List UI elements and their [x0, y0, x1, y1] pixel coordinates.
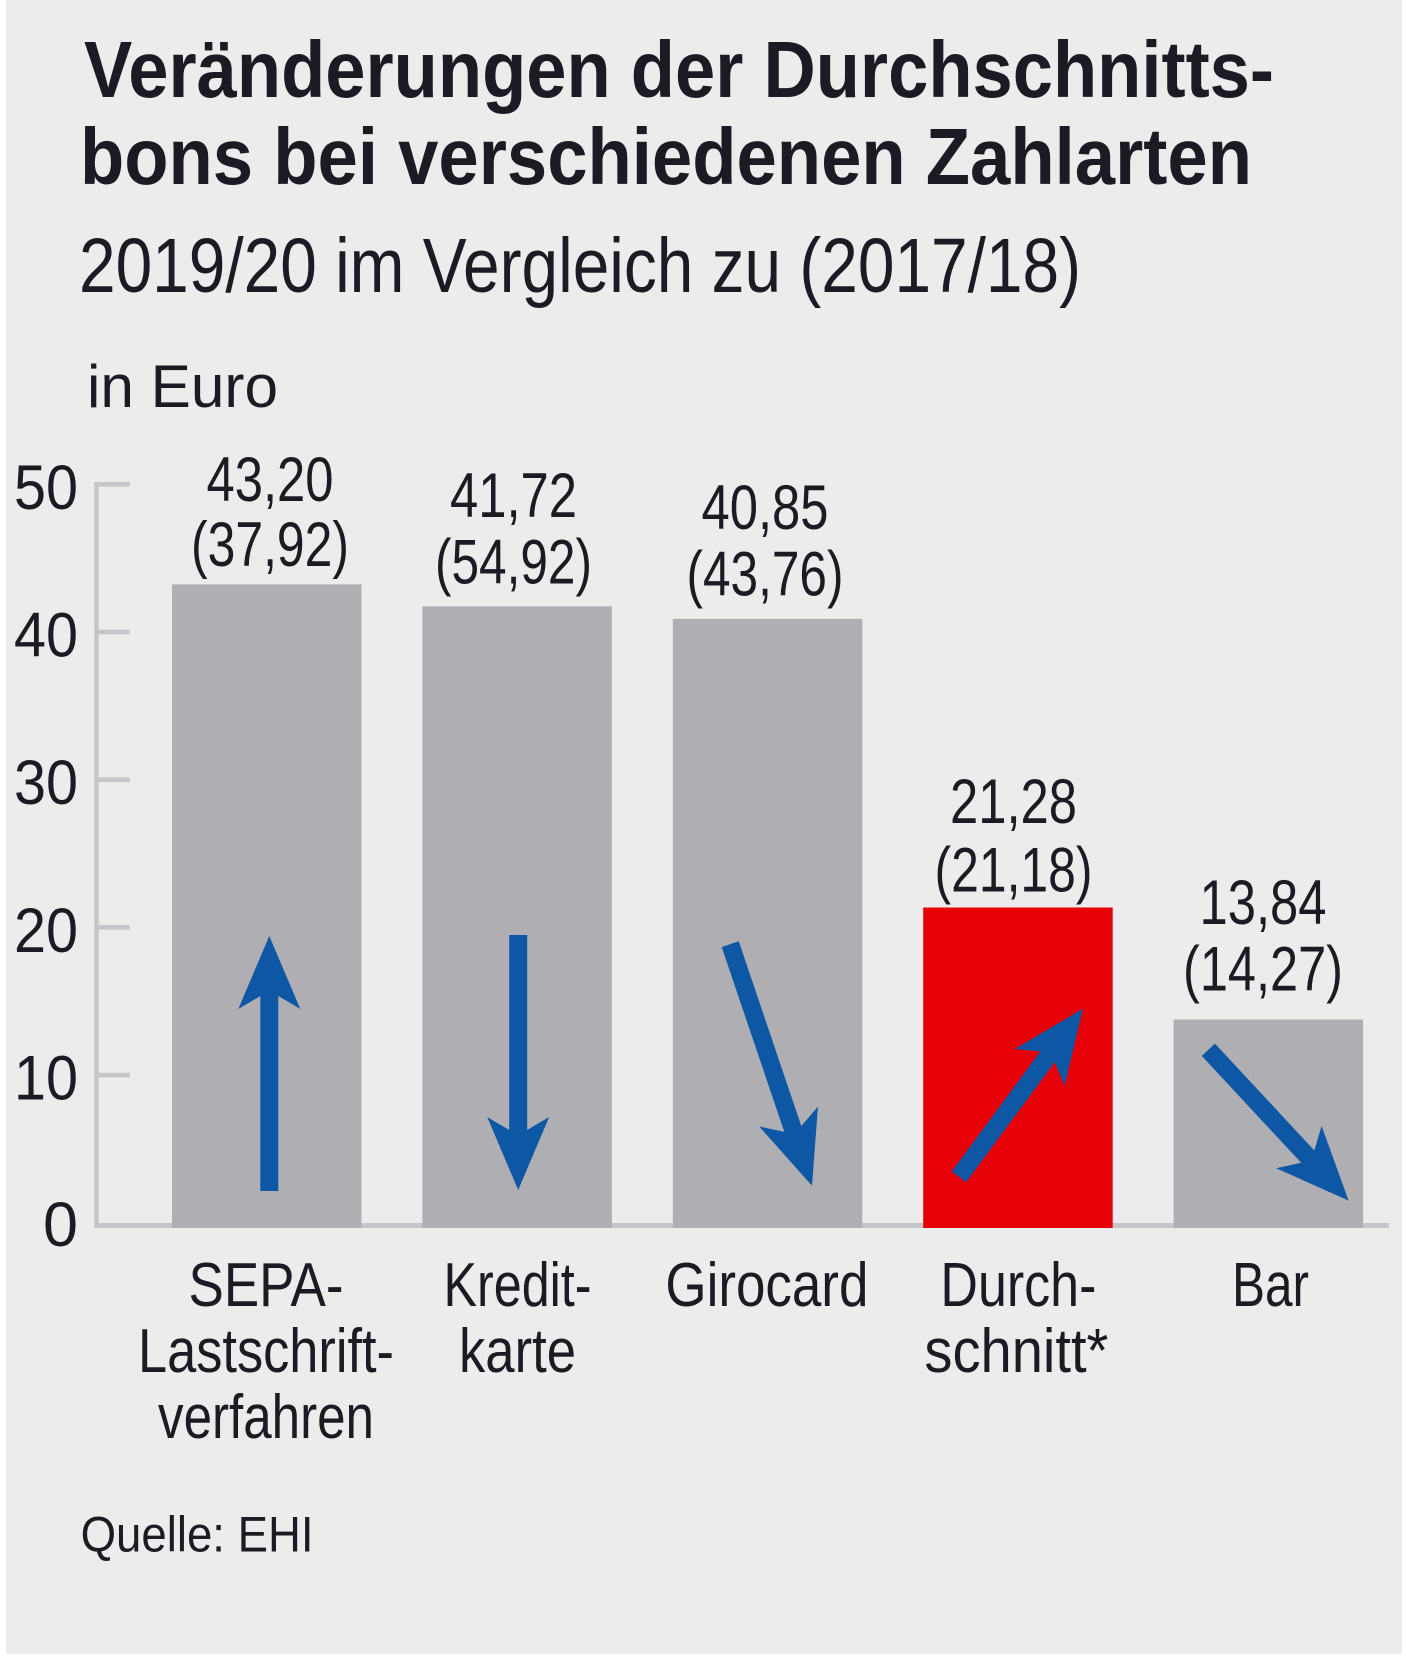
svg-text:(43,76): (43,76) — [687, 540, 844, 610]
svg-text:Kredit-: Kredit- — [444, 1251, 592, 1320]
svg-text:13,84: 13,84 — [1200, 868, 1327, 938]
svg-text:41,72: 41,72 — [450, 461, 577, 531]
svg-text:Lastschrift-: Lastschrift- — [138, 1317, 394, 1386]
svg-text:(14,27): (14,27) — [1183, 935, 1343, 1005]
svg-text:30: 30 — [14, 748, 78, 818]
svg-text:43,20: 43,20 — [207, 445, 334, 515]
svg-text:40: 40 — [14, 601, 78, 671]
svg-text:50: 50 — [14, 453, 78, 523]
svg-text:Bar: Bar — [1232, 1251, 1309, 1320]
svg-text:Girocard: Girocard — [665, 1251, 868, 1320]
svg-text:40,85: 40,85 — [702, 473, 829, 543]
svg-text:(37,92): (37,92) — [191, 510, 349, 580]
svg-text:karte: karte — [459, 1317, 576, 1386]
svg-text:Quelle: EHI: Quelle: EHI — [81, 1507, 314, 1563]
svg-text:in Euro: in Euro — [87, 353, 278, 420]
svg-text:schnitt*: schnitt* — [924, 1317, 1108, 1386]
svg-text:21,28: 21,28 — [950, 767, 1077, 837]
svg-text:10: 10 — [14, 1044, 78, 1114]
svg-text:bons bei verschiedenen Zahlart: bons bei verschiedenen Zahlarten — [80, 112, 1252, 201]
svg-text:verfahren: verfahren — [158, 1383, 374, 1452]
svg-text:0: 0 — [43, 1190, 78, 1260]
svg-text:(54,92): (54,92) — [435, 527, 592, 597]
svg-text:2019/20 im Vergleich zu (2017/: 2019/20 im Vergleich zu (2017/18) — [79, 223, 1081, 309]
svg-text:20: 20 — [14, 896, 78, 966]
svg-text:Durch-: Durch- — [940, 1251, 1096, 1320]
svg-text:(21,18): (21,18) — [935, 836, 1093, 906]
svg-text:SEPA-: SEPA- — [189, 1251, 344, 1320]
svg-text:Veränderungen der Durchschnitt: Veränderungen der Durchschnitts- — [84, 25, 1274, 114]
